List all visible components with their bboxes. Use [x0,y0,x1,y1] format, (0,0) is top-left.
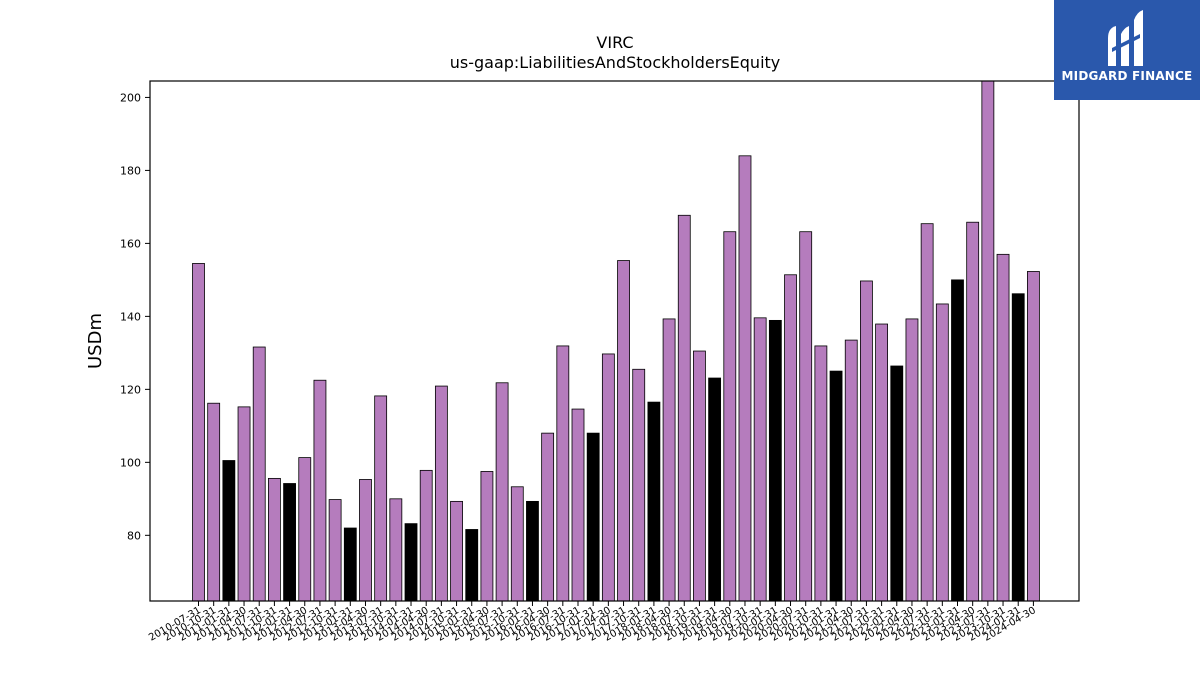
bar [768,319,782,602]
bar [1011,293,1025,602]
bar [753,317,767,602]
bar [434,385,448,602]
bar [814,345,828,602]
bar [526,500,539,602]
bar [799,231,813,602]
bar [662,318,676,602]
bar [1027,271,1040,602]
bar [465,529,479,602]
bar [875,323,888,602]
y-axis-label: USDm [85,313,106,369]
chart-title: VIRC [596,33,634,52]
bar [784,274,797,602]
bar [571,408,585,602]
y-tick-label: 200 [120,91,141,104]
bar [693,350,706,602]
bar [389,498,403,602]
chart-subtitle: us-gaap:LiabilitiesAndStockholdersEquity [449,53,781,72]
bar [480,471,494,602]
logo-mark-icon [1108,10,1143,66]
bar [966,221,980,602]
bar [222,460,236,602]
bar [404,523,418,602]
bar [298,457,312,602]
bar [677,214,691,602]
bar [996,253,1010,602]
bar [419,469,433,602]
bar [935,303,949,602]
y-tick-label: 180 [120,164,141,177]
logo-text: MIDGARD FINANCE [1061,69,1193,83]
bar [328,499,342,602]
y-tick-label: 100 [120,456,141,469]
bar [510,486,524,602]
bar [829,370,843,602]
bar [844,339,858,602]
y-tick-label: 80 [127,529,141,542]
bar [738,155,752,602]
midgard-finance-logo: MIDGARD FINANCE [1054,0,1200,100]
bar [890,365,904,602]
bar [586,432,600,602]
bar [723,231,737,602]
y-tick-label: 140 [120,310,141,323]
bar [192,263,205,602]
bar [981,80,995,602]
bar [708,377,722,602]
bar [374,395,388,602]
bar [237,406,251,602]
bar [495,382,509,602]
bar [450,500,463,602]
bar [860,280,873,602]
bar [951,279,964,602]
bar [343,527,357,602]
bar [632,368,646,602]
bar [920,223,934,602]
bar [556,345,570,602]
bar [359,479,372,602]
plot-frame [149,80,1080,602]
y-tick-label: 160 [120,237,141,250]
y-tick-label: 120 [120,383,141,396]
bar [207,402,221,602]
bar [541,432,555,602]
bar [617,260,630,602]
bar [647,401,661,602]
bar [267,477,281,602]
bar [601,353,615,602]
bar [313,379,327,602]
bar [252,346,266,602]
bar [905,318,919,602]
bar [283,483,296,602]
